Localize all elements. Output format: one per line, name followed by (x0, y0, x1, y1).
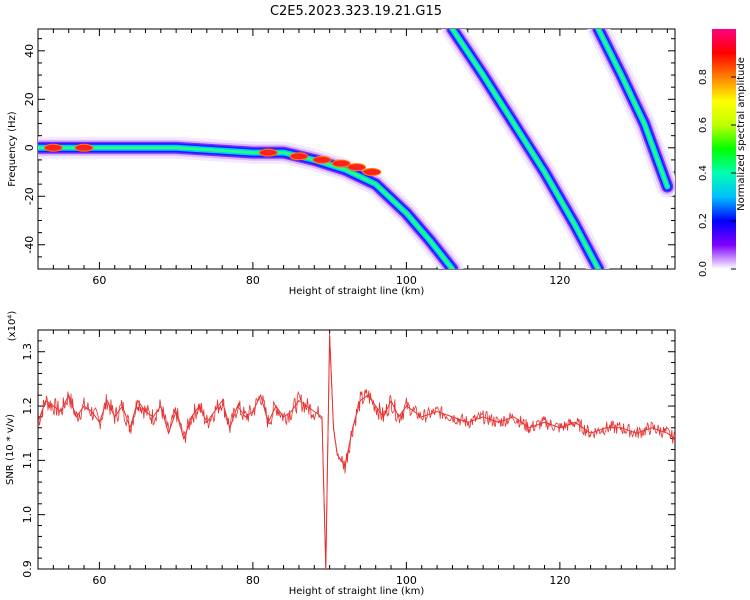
snr-ytick-label: 1.2 (21, 397, 34, 415)
spec-ytick-label: 0 (23, 144, 36, 151)
snr-ytick-label: 1.1 (21, 452, 34, 470)
spec-ytick-label: -20 (23, 187, 36, 205)
colorbar-tick-label: 0.2 (698, 213, 709, 229)
spec-xtick-label: 100 (396, 274, 417, 287)
hotspot (312, 155, 332, 164)
hotspot (74, 143, 94, 152)
snr-xtick-label: 80 (246, 574, 260, 587)
hotspot (258, 148, 278, 157)
snr-panel: 60 80 100 120 Height of straight line (km) 0.… (5, 311, 676, 597)
colorbar-tick-label: 0.8 (698, 69, 709, 85)
colorbar-label: Normalized spectral amplitude (736, 57, 747, 211)
spec-xtick-label: 120 (549, 274, 570, 287)
snr-xtick-label: 120 (549, 574, 570, 587)
colorbar-gradient (712, 29, 736, 269)
hotspot (331, 159, 351, 168)
spec-xlabel: Height of straight line (km) (289, 286, 425, 297)
spec-xtick-label: 60 (92, 274, 106, 287)
hotspot (347, 163, 366, 172)
colorbar-tick-label: 0.0 (698, 261, 709, 277)
snr-xtick-label: 60 (92, 574, 106, 587)
snr-xtick-label: 100 (396, 574, 417, 587)
spectrogram-panel: 60 80 100 120 Height of straight line (km) -4… (7, 28, 676, 297)
colorbar-tick-label: 0.4 (698, 165, 709, 181)
hotspot (362, 168, 382, 177)
trace-alias-1 (450, 29, 600, 269)
spec-ylabel: Frequency (Hz) (7, 111, 18, 187)
figure-title: C2E5.2023.323.19.21.G15 (270, 4, 442, 19)
spec-xtick-label: 80 (246, 274, 260, 287)
spec-ytick-label: -40 (23, 236, 36, 254)
snr-xlabel: Height of straight line (km) (289, 586, 425, 597)
snr-series-line (38, 335, 675, 569)
snr-noise-trace (38, 333, 675, 569)
spectrogram-traces (38, 29, 675, 269)
trace-alias-2 (596, 29, 669, 189)
snr-frame (37, 329, 676, 570)
spec-ytick-label: 20 (23, 92, 36, 106)
snr-ylabel: SNR (10 * v/v) (5, 414, 16, 485)
hotspot (289, 152, 309, 161)
hotspot (43, 143, 63, 152)
snr-ytick-label: 1.0 (21, 506, 34, 524)
snr-ytick-label: 1.3 (21, 343, 34, 361)
colorbar-tick-label: 0.6 (698, 117, 709, 133)
snr-exponent-label: (x10⁴) (7, 311, 18, 342)
colorbar: 0.0 0.2 0.4 0.6 0.8 Normalized spectral ampli… (698, 29, 747, 277)
snr-ytick-label: 0.9 (21, 560, 34, 578)
spec-ytick-label: 40 (23, 44, 36, 58)
